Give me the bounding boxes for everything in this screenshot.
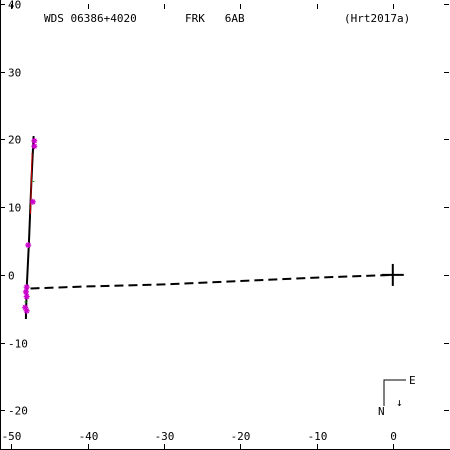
observation-stroke (25, 242, 31, 248)
y-tick-label: 30 (8, 67, 21, 80)
observation-point (31, 143, 38, 150)
compass-rose: E N ↓ (378, 374, 416, 418)
x-tick-label: -30 (155, 430, 175, 443)
observation-stroke (31, 138, 37, 144)
x-tick-label: -10 (308, 430, 328, 443)
reference-label: (Hrt2017a) (344, 12, 410, 25)
x-tick-label: 0 (390, 430, 397, 443)
x-tick-label: -40 (79, 430, 99, 443)
plot-area (22, 136, 404, 320)
observation-point (23, 307, 30, 314)
observation-point (22, 288, 29, 295)
observation-point (29, 198, 36, 205)
observation-stroke (23, 289, 29, 295)
y-tick-label: 20 (8, 134, 21, 147)
y-tick-label: 40 (8, 0, 21, 12)
observation-stroke (30, 199, 36, 205)
x-tick-label: -50 (2, 430, 22, 443)
observation-stroke (24, 294, 30, 300)
y-tick-label: -10 (8, 338, 28, 351)
observation-point (25, 242, 32, 249)
observation-stroke (24, 284, 30, 290)
compass-north-label: N (378, 405, 385, 418)
observation-stroke (24, 308, 30, 314)
y-tick-label: 10 (8, 202, 21, 215)
x-tick-label: -20 (231, 430, 251, 443)
observation-point (23, 284, 30, 291)
y-tick-label: 0 (8, 270, 15, 283)
observation-stroke (31, 143, 37, 149)
wds-id-label: WDS 06386+4020 (44, 12, 137, 25)
observation-point (31, 137, 38, 144)
observation-point (23, 293, 30, 300)
compass-east-label: E (409, 374, 416, 387)
discoverer-label: FRK 6AB (185, 12, 245, 25)
compass-arrow-icon: ↓ (396, 396, 403, 409)
observation-stroke (22, 304, 28, 310)
compass-frame (383, 379, 406, 406)
primary-star-marker (381, 263, 404, 286)
y-tick-label: -20 (8, 405, 28, 418)
line-of-nodes (30, 273, 393, 290)
